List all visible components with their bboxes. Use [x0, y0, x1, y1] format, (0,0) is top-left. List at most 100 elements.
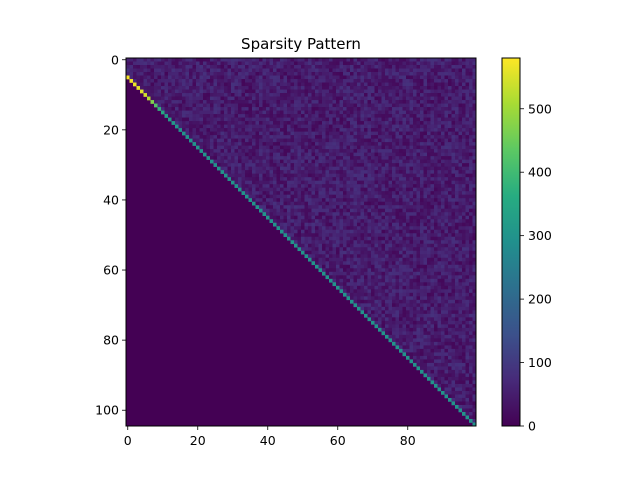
- heatmap-cell: [361, 114, 365, 118]
- heatmap-cell: [186, 65, 190, 69]
- heatmap-cell: [357, 142, 361, 146]
- heatmap-cell: [406, 219, 410, 223]
- heatmap-cell: [343, 209, 347, 213]
- heatmap-cell: [270, 86, 274, 90]
- heatmap-cell: [238, 160, 242, 164]
- heatmap-cell: [424, 191, 428, 195]
- heatmap-cell: [319, 265, 323, 269]
- heatmap-cell: [382, 254, 386, 258]
- heatmap-cell: [326, 174, 330, 178]
- heatmap-cell: [357, 191, 361, 195]
- heatmap-cell: [441, 289, 445, 293]
- heatmap-cell: [427, 76, 431, 80]
- heatmap-cell: [158, 100, 162, 104]
- heatmap-cell: [350, 72, 354, 76]
- heatmap-cell: [301, 184, 305, 188]
- heatmap-cell: [431, 97, 435, 101]
- heatmap-cell: [312, 121, 316, 125]
- heatmap-cell: [434, 349, 438, 353]
- heatmap-cell: [326, 237, 330, 241]
- heatmap-cell: [298, 62, 302, 66]
- heatmap-cell: [448, 268, 452, 272]
- heatmap-cell: [315, 86, 319, 90]
- heatmap-cell: [347, 156, 351, 160]
- heatmap-cell: [441, 163, 445, 167]
- heatmap-cell: [392, 198, 396, 202]
- heatmap-cell: [441, 65, 445, 69]
- heatmap-cell: [448, 391, 452, 395]
- heatmap-cell: [305, 93, 309, 97]
- heatmap-cell: [364, 90, 368, 94]
- heatmap-cell: [329, 104, 333, 108]
- heatmap-cell: [368, 100, 372, 104]
- heatmap-cell: [214, 90, 218, 94]
- heatmap-cell: [287, 86, 291, 90]
- heatmap-cell: [343, 160, 347, 164]
- heatmap-cell: [336, 261, 340, 265]
- heatmap-cell: [329, 244, 333, 248]
- heatmap-cell: [277, 146, 281, 150]
- heatmap-cell: [347, 251, 351, 255]
- heatmap-cell: [438, 167, 442, 171]
- heatmap-cell: [319, 223, 323, 227]
- heatmap-cell: [340, 97, 344, 101]
- heatmap-cell: [343, 177, 347, 181]
- heatmap-cell: [245, 177, 249, 181]
- heatmap-cell: [154, 86, 158, 90]
- heatmap-cell: [455, 209, 459, 213]
- heatmap-cell: [389, 286, 393, 290]
- heatmap-cell: [413, 86, 417, 90]
- heatmap-cell: [287, 209, 291, 213]
- heatmap-cell: [200, 146, 204, 150]
- heatmap-cell: [270, 153, 274, 157]
- heatmap-cell: [340, 163, 344, 167]
- heatmap-cell: [263, 202, 267, 206]
- heatmap-cell: [368, 209, 372, 213]
- heatmap-cell: [452, 342, 456, 346]
- heatmap-cell: [263, 100, 267, 104]
- heatmap-cell: [403, 331, 407, 335]
- heatmap-cell: [371, 65, 375, 69]
- heatmap-cell: [329, 258, 333, 262]
- heatmap-cell: [445, 261, 449, 265]
- heatmap-cell: [375, 107, 379, 111]
- heatmap-cell: [322, 58, 326, 62]
- heatmap-cell: [431, 118, 435, 122]
- heatmap-cell: [445, 391, 449, 395]
- heatmap-cell: [294, 90, 298, 94]
- heatmap-cell: [189, 79, 193, 83]
- heatmap-cell: [280, 209, 284, 213]
- heatmap-cell: [203, 72, 207, 76]
- heatmap-cell: [263, 177, 267, 181]
- heatmap-cell: [357, 111, 361, 115]
- heatmap-cell: [417, 230, 421, 234]
- heatmap-cell: [413, 76, 417, 80]
- heatmap-cell: [396, 244, 400, 248]
- heatmap-cell: [193, 86, 197, 90]
- heatmap-cell: [403, 314, 407, 318]
- heatmap-cell: [396, 170, 400, 174]
- heatmap-cell: [305, 181, 309, 185]
- heatmap-cell: [389, 184, 393, 188]
- heatmap-cell: [305, 83, 309, 87]
- heatmap-cell: [452, 394, 456, 398]
- heatmap-cell: [336, 72, 340, 76]
- heatmap-cell: [448, 149, 452, 153]
- heatmap-cell: [441, 100, 445, 104]
- heatmap-cell: [413, 216, 417, 220]
- heatmap-cell: [455, 240, 459, 244]
- heatmap-cell: [305, 104, 309, 108]
- heatmap-cell: [273, 146, 277, 150]
- heatmap-cell: [399, 219, 403, 223]
- heatmap-cell: [305, 156, 309, 160]
- heatmap-cell: [298, 216, 302, 220]
- heatmap-cell: [445, 69, 449, 73]
- heatmap-cell: [406, 118, 410, 122]
- heatmap-cell: [385, 142, 389, 146]
- heatmap-cell: [396, 93, 400, 97]
- heatmap-cell: [284, 149, 288, 153]
- heatmap-cell: [175, 93, 179, 97]
- heatmap-cell: [371, 132, 375, 136]
- heatmap-cell: [385, 160, 389, 164]
- heatmap-cell: [413, 352, 417, 356]
